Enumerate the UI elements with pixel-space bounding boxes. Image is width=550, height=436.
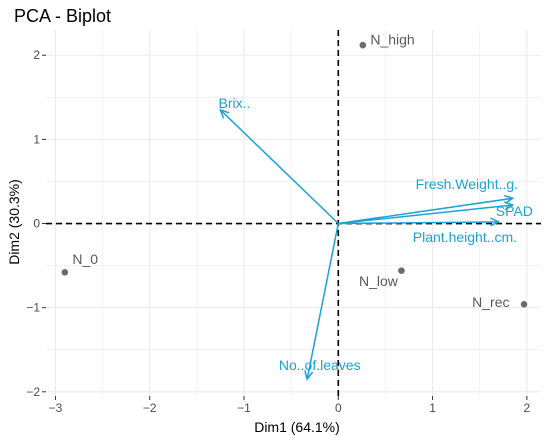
observation-label: N_high	[370, 31, 414, 47]
x-tick-label: −1	[237, 401, 251, 415]
observation-point	[359, 41, 367, 49]
y-axis-title: Dim2 (30.3%)	[6, 179, 22, 265]
observation-points: N_high N_0 N_low N_rec	[61, 31, 528, 310]
y-tick-label: 0	[33, 217, 40, 231]
observation-label: N_low	[359, 273, 399, 289]
variable-arrow	[306, 223, 340, 380]
x-tick-label: 2	[524, 401, 531, 415]
observation-label: N_rec	[472, 294, 509, 310]
variable-arrow	[338, 221, 499, 225]
variable-arrows: Brix.. Fresh.Weight..g. SPAD Plant.height..…	[219, 95, 533, 381]
y-tick-label: −2	[26, 385, 40, 399]
axis-ticks: −3 −2 −1 0 1 2 −2 −1 0 1 2	[26, 48, 530, 415]
variable-arrowhead	[503, 201, 515, 211]
variable-arrowhead	[503, 194, 515, 204]
variable-arrowhead	[490, 217, 501, 227]
variable-label: No..of.leaves	[279, 357, 361, 373]
reference-lines	[46, 30, 541, 396]
x-tick-label: −3	[49, 401, 63, 415]
variable-label: Fresh.Weight..g.	[416, 176, 518, 192]
y-tick-label: 1	[33, 132, 40, 146]
variable-label: SPAD	[496, 203, 533, 219]
observation-label: N_0	[72, 251, 98, 267]
grid	[46, 30, 541, 396]
x-tick-label: −2	[143, 401, 157, 415]
y-tick-label: 2	[33, 48, 40, 62]
observation-point	[61, 269, 69, 276]
x-axis-title: Dim1 (64.1%)	[254, 419, 340, 435]
variable-arrow	[338, 197, 513, 225]
variable-arrowhead	[304, 370, 314, 381]
y-tick-label: −1	[26, 301, 40, 315]
observation-point	[520, 300, 528, 308]
x-tick-label: 0	[335, 401, 342, 415]
chart-title: PCA - Biplot	[14, 6, 111, 26]
variable-arrow	[338, 204, 513, 225]
variable-arrowhead	[219, 108, 230, 119]
variable-arrow	[219, 109, 339, 225]
variable-label: Brix..	[219, 95, 251, 111]
variable-label: Plant.height..cm.	[413, 229, 517, 245]
observation-point	[398, 267, 405, 274]
x-tick-label: 1	[429, 401, 436, 415]
